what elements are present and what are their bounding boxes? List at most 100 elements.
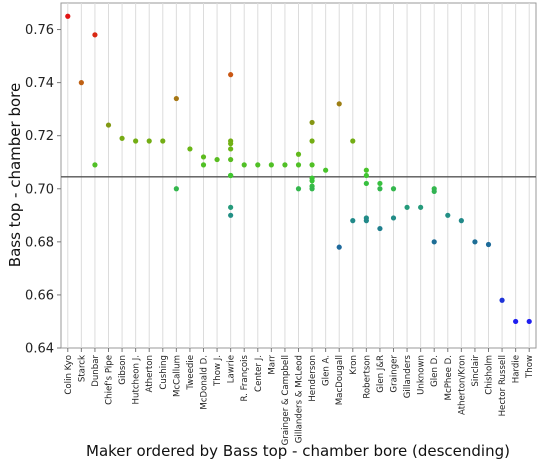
data-point — [173, 95, 179, 102]
data-point — [309, 162, 315, 168]
data-point — [133, 138, 139, 144]
y-axis-ticks: 0.64 0.66 0.68 0.70 0.72 0.74 0.76 — [25, 23, 61, 357]
data-point — [92, 162, 98, 168]
data-point — [228, 141, 234, 147]
data-point — [323, 167, 329, 173]
data-point — [472, 239, 478, 245]
x-tick-label: Gillanders — [403, 354, 413, 398]
data-point — [485, 241, 492, 248]
data-point — [295, 186, 302, 192]
data-point — [295, 151, 302, 157]
data-point — [214, 156, 220, 163]
x-tick-label: Glen J&R — [376, 355, 386, 393]
data-point — [390, 215, 397, 221]
x-axis-title: Maker ordered by Bass top - chamber bore… — [86, 442, 510, 460]
x-tick-label: Grainger & Campbell — [281, 355, 291, 445]
x-tick-label: Unknown — [417, 355, 427, 395]
data-point — [187, 146, 193, 152]
data-point — [431, 239, 437, 245]
data-points — [65, 13, 532, 325]
y-tick-label: 0.70 — [25, 182, 54, 197]
data-point — [241, 162, 247, 168]
x-tick-label: Atherton — [145, 355, 155, 392]
data-point — [146, 138, 152, 144]
x-tick-label: Glen A. — [322, 355, 332, 386]
data-point — [228, 156, 234, 163]
data-point — [336, 244, 342, 250]
data-point — [309, 119, 315, 126]
x-tick-label: Atherton/Kron — [457, 355, 467, 415]
x-tick-label: Hutcheon J. — [132, 355, 142, 404]
x-tick-label: Hector Russell — [498, 355, 508, 416]
data-point — [65, 13, 71, 19]
data-point — [268, 162, 274, 168]
data-point — [377, 186, 383, 192]
data-point — [200, 162, 207, 168]
data-point — [173, 186, 179, 192]
data-point — [160, 138, 166, 144]
x-tick-label: Kron — [349, 355, 359, 375]
x-tick-label: Thow J. — [213, 355, 223, 387]
y-tick-label: 0.66 — [25, 288, 54, 303]
data-point — [228, 72, 234, 78]
x-tick-label: Lawrie — [227, 355, 237, 383]
x-tick-label: Gibson — [118, 355, 128, 385]
data-point — [363, 167, 369, 173]
data-point — [228, 204, 234, 210]
x-tick-label: MacDougall — [335, 355, 345, 405]
x-tick-label: Marr — [267, 355, 277, 375]
y-axis-title: Bass top - chamber bore — [6, 83, 24, 267]
data-point — [92, 32, 98, 38]
y-tick-label: 0.72 — [25, 129, 54, 144]
grid-lines — [67, 3, 530, 348]
data-point — [445, 212, 451, 218]
data-point — [431, 188, 437, 195]
data-point — [363, 180, 369, 187]
y-tick-label: 0.76 — [25, 23, 54, 38]
data-point — [309, 138, 315, 144]
data-point — [228, 146, 234, 152]
x-tick-label: Center J. — [254, 355, 264, 392]
data-point — [418, 204, 424, 210]
y-tick-label: 0.74 — [25, 76, 54, 91]
data-point — [350, 138, 356, 144]
data-point — [78, 80, 84, 86]
data-point — [119, 135, 125, 141]
data-point — [458, 218, 464, 224]
data-point — [526, 318, 532, 325]
x-tick-label: Glen D. — [430, 355, 440, 387]
data-point — [513, 318, 519, 325]
x-tick-label: Henderson — [308, 355, 318, 402]
x-tick-label: Starck — [77, 355, 87, 382]
data-point — [377, 180, 383, 187]
data-point — [336, 101, 342, 107]
data-point — [255, 162, 261, 168]
x-tick-label: R. François — [240, 354, 250, 401]
data-point — [200, 154, 207, 160]
x-tick-label: Thow — [525, 355, 535, 379]
x-tick-label: Gillanders & McLeod — [295, 355, 305, 443]
x-tick-label: Chisholm — [485, 355, 495, 395]
x-tick-label: Tweedie — [186, 355, 196, 391]
data-point — [309, 178, 315, 184]
y-tick-label: 0.64 — [25, 342, 54, 357]
data-point — [282, 162, 288, 168]
data-point — [404, 204, 410, 210]
x-tick-label: Dunbar — [91, 355, 101, 387]
data-point — [390, 186, 397, 192]
x-tick-label: Chief's Pipe — [105, 355, 115, 405]
data-point — [295, 162, 302, 168]
data-point — [228, 212, 234, 218]
x-tick-label: Colin Kyo — [64, 355, 74, 395]
data-point — [350, 218, 356, 224]
x-tick-label: McDonald D. — [200, 355, 210, 410]
x-tick-label: McCallum — [172, 355, 182, 397]
x-tick-label: Hardie — [512, 355, 522, 383]
data-point — [363, 218, 369, 224]
x-tick-label: Sinclair — [471, 355, 481, 387]
data-point — [377, 225, 383, 232]
data-point — [309, 186, 315, 192]
x-tick-label: Grainger — [390, 355, 400, 393]
data-point — [499, 297, 505, 303]
